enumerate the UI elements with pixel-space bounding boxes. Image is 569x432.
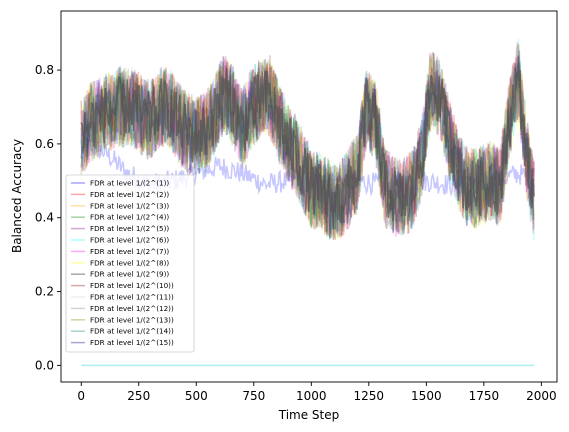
x-tick-label: 0 <box>77 389 85 403</box>
legend-label: FDR at level 1/(2^(11)) <box>90 293 174 302</box>
legend-label: FDR at level 1/(2^(13)) <box>90 315 174 324</box>
legend-label: FDR at level 1/(2^(3)) <box>90 201 169 210</box>
legend-label: FDR at level 1/(2^(2)) <box>90 190 169 199</box>
y-axis-title: Balanced Accuracy <box>10 139 24 253</box>
x-axis: 0 250 500 750 1000 1250 1500 1750 2000 <box>77 382 557 403</box>
x-tick-label: 1250 <box>354 389 385 403</box>
legend-label: FDR at level 1/(2^(7)) <box>90 247 169 256</box>
legend-label: FDR at level 1/(2^(6)) <box>90 236 169 245</box>
legend: FDR at level 1/(2^(1)) FDR at level 1/(2^… <box>65 174 195 353</box>
legend-label: FDR at level 1/(2^(4)) <box>90 213 169 222</box>
plot-frame <box>60 10 558 383</box>
y-tick-label: 0.4 <box>35 211 54 225</box>
x-tick-label: 1000 <box>296 389 327 403</box>
series-overlap-line <box>80 55 535 230</box>
x-tick-label: 1500 <box>411 389 442 403</box>
y-tick-label: 0.6 <box>35 137 54 151</box>
x-tick-label: 2000 <box>526 389 557 403</box>
x-tick-label: 1750 <box>469 389 500 403</box>
y-tick-label: 0.2 <box>35 285 54 299</box>
legend-label: FDR at level 1/(2^(1)) <box>90 179 169 188</box>
legend-label: FDR at level 1/(2^(14)) <box>90 327 174 336</box>
y-axis: 0.0 0.2 0.4 0.6 0.8 <box>35 63 61 372</box>
series-line-4 <box>80 55 535 238</box>
x-tick-label: 250 <box>127 389 150 403</box>
legend-label: FDR at level 1/(2^(12)) <box>90 304 174 313</box>
series-layer <box>80 38 535 367</box>
y-tick-label: 0.0 <box>35 358 54 372</box>
x-tick-label: 750 <box>242 389 265 403</box>
x-tick-label: 500 <box>185 389 208 403</box>
legend-box <box>65 174 195 353</box>
legend-label: FDR at level 1/(2^(8)) <box>90 258 169 267</box>
legend-label: FDR at level 1/(2^(5)) <box>90 224 169 233</box>
legend-label: FDR at level 1/(2^(9)) <box>90 270 169 279</box>
legend-label: FDR at level 1/(2^(10)) <box>90 281 174 290</box>
y-tick-label: 0.8 <box>35 63 54 77</box>
x-axis-title: Time Step <box>278 408 340 422</box>
legend-label: FDR at level 1/(2^(15)) <box>90 338 174 347</box>
